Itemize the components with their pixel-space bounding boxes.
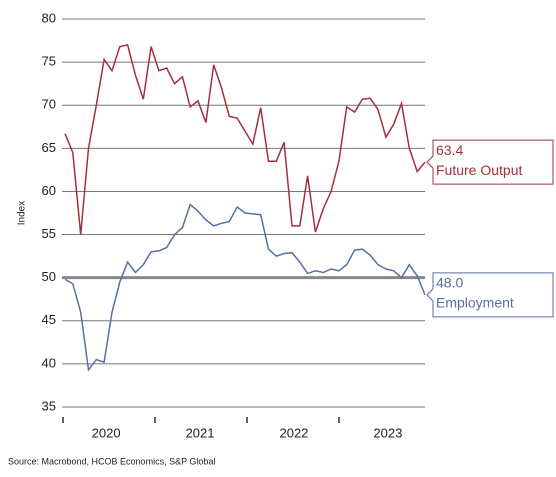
line-series [64,44,426,235]
y-tick-label: 55 [42,226,56,241]
y-tick-label: 50 [42,269,56,284]
y-tick-label: 60 [42,183,56,198]
y-tick-label: 75 [42,54,56,69]
label-box [426,272,554,318]
value-label: 63.4 [436,142,463,158]
y-tick-label: 35 [42,398,56,413]
x-tick-label: 2020 [92,425,121,440]
y-tick-label: 80 [42,10,56,25]
legend-label: Employment [436,295,514,311]
label-box [426,139,554,185]
legend-label: Future Output [436,162,522,178]
y-tick-label: 65 [42,140,56,155]
y-tick-label: 45 [42,312,56,327]
y-tick-label: 40 [42,355,56,370]
y-tick-label: 70 [42,97,56,112]
source: Source: Macrobond, HCOB Economics, S&P G… [8,456,215,466]
y-axis-label: Index [17,201,28,225]
x-tick-label: 2021 [186,425,215,440]
value-label: 48.0 [436,275,463,291]
line-series [64,203,426,372]
x-tick-label: 2023 [373,425,402,440]
x-tick-label: 2022 [279,425,308,440]
